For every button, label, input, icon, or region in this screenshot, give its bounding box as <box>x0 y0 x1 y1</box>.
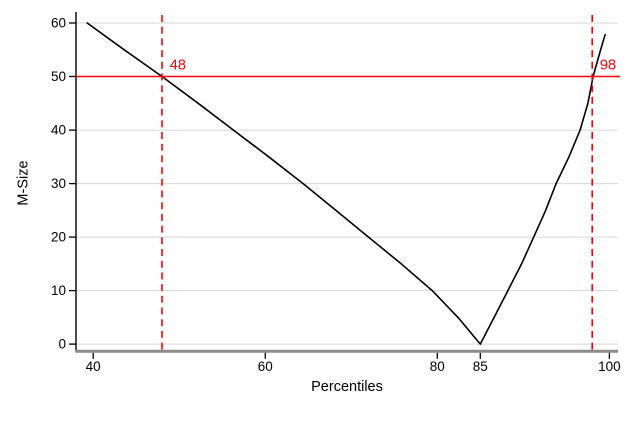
y-tick-label-10: 10 <box>51 283 66 298</box>
x-tick-label-85: 85 <box>473 359 488 374</box>
series-line-m-size-curve <box>86 22 606 345</box>
y-tick-label-0: 0 <box>58 337 66 352</box>
annotation-48: 48 <box>170 58 186 74</box>
x-tick-label-40: 40 <box>86 359 101 374</box>
x-axis-title: Percentiles <box>311 379 383 395</box>
y-tick-label-40: 40 <box>51 123 66 138</box>
y-tick-label-30: 30 <box>51 176 66 191</box>
y-tick-label-20: 20 <box>51 230 66 245</box>
annotation-98: 98 <box>600 58 616 74</box>
x-tick-label-60: 60 <box>258 359 273 374</box>
x-tick-label-80: 80 <box>430 359 445 374</box>
y-tick-label-60: 60 <box>51 16 66 31</box>
x-tick-label-100: 100 <box>598 359 621 374</box>
y-tick-label-50: 50 <box>51 69 66 84</box>
